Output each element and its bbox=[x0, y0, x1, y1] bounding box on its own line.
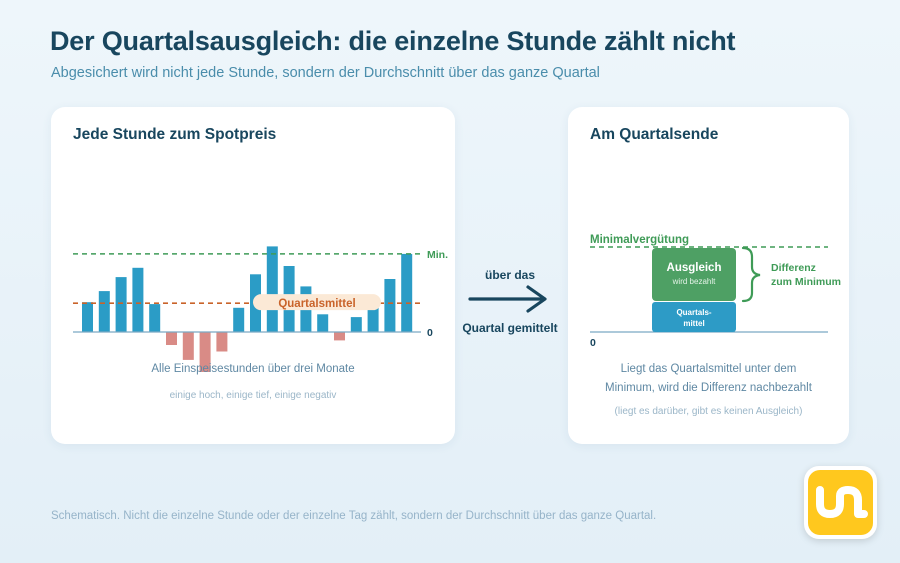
footer-note: Schematisch. Nicht die einzelne Stunde o… bbox=[51, 510, 657, 522]
difference-label-line1: Differenz bbox=[771, 262, 816, 274]
hour-bar bbox=[367, 306, 379, 332]
minimal-verguetung-label: Minimalvergütung bbox=[590, 234, 689, 246]
quarter-end-caption-sub: (liegt es darüber, gibt es keinen Ausgle… bbox=[614, 406, 803, 417]
hour-bar bbox=[115, 277, 127, 332]
hour-bar bbox=[182, 332, 194, 360]
hour-bar bbox=[334, 332, 345, 341]
hour-bar bbox=[82, 302, 93, 332]
zero-label: 0 bbox=[590, 337, 596, 349]
arrow-label-top: über das bbox=[484, 268, 535, 282]
quartalsmittel-block bbox=[652, 302, 736, 332]
hour-bar bbox=[266, 246, 278, 332]
average-label-pill bbox=[253, 294, 381, 311]
brand-logo-background bbox=[808, 470, 873, 535]
hour-bar bbox=[216, 332, 228, 352]
ausgleich-block bbox=[652, 248, 736, 301]
hour-bar bbox=[132, 267, 144, 332]
spot-price-panel: Jede Stunde zum Spotpreis Quartalsmittel… bbox=[51, 107, 455, 444]
hour-bar bbox=[317, 314, 329, 332]
quarter-end-panel: Am Quartalsende Minimalvergütung 0 Ausgl… bbox=[568, 107, 849, 444]
quarter-end-caption-line2: Minimum, wird die Differenz nachbezahlt bbox=[605, 382, 812, 394]
quarter-end-panel-title: Am Quartalsende bbox=[590, 126, 719, 143]
ausgleich-block-title: Ausgleich bbox=[667, 262, 722, 274]
hour-bar bbox=[166, 332, 177, 345]
quarter-end-diagram: Minimalvergütung 0 Ausgleich wird bezahl… bbox=[590, 234, 841, 349]
ausgleich-block-sub: wird bezahlt bbox=[672, 277, 716, 286]
hour-bar bbox=[350, 317, 362, 332]
hour-bar bbox=[401, 253, 413, 332]
difference-brace bbox=[741, 246, 761, 303]
brand-logo bbox=[804, 466, 877, 539]
hour-bar bbox=[384, 279, 396, 332]
right-arrow-icon bbox=[468, 285, 547, 313]
zero-label: 0 bbox=[427, 327, 433, 339]
page-subtitle: Abgesichert wird nicht jede Stunde, sond… bbox=[51, 65, 600, 81]
arrow-label-bottom: Quartal gemittelt bbox=[462, 321, 558, 335]
brand-logo-icon bbox=[816, 486, 868, 518]
quarter-end-caption-line1: Liegt das Quartalsmittel unter dem bbox=[620, 363, 797, 375]
spot-price-caption-sub: einige hoch, einige tief, einige negativ bbox=[169, 390, 337, 401]
page-title: Der Quartalsausgleich: die einzelne Stun… bbox=[50, 26, 736, 56]
hour-bar bbox=[98, 291, 110, 332]
quartalsmittel-block-line2: mittel bbox=[683, 319, 704, 328]
spot-price-panel-title: Jede Stunde zum Spotpreis bbox=[73, 126, 277, 143]
spot-price-caption: Alle Einspeisestunden über drei Monate bbox=[151, 363, 355, 375]
quartalsmittel-block-line1: Quartals- bbox=[676, 308, 711, 317]
hour-bar bbox=[199, 332, 211, 372]
hourly-spot-price-chart: Quartalsmittel Min. 0 bbox=[73, 246, 448, 372]
difference-label-line2: zum Minimum bbox=[771, 276, 841, 288]
hour-bar bbox=[149, 304, 161, 332]
average-label: Quartalsmittel bbox=[278, 298, 355, 310]
minimum-label: Min. bbox=[427, 249, 448, 261]
hour-bar bbox=[233, 307, 245, 332]
